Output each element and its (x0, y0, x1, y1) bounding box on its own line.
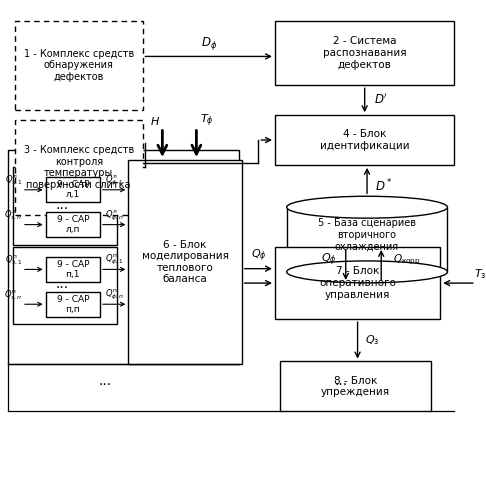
Text: $Q_{\text{з}}$: $Q_{\text{з}}$ (364, 333, 379, 347)
Text: 6 - Блок
моделирования
теплового
баланса: 6 - Блок моделирования теплового баланса (141, 240, 228, 284)
Text: $Q^{\text{л}}_{\text{з},п}$: $Q^{\text{л}}_{\text{з},п}$ (4, 209, 23, 222)
Text: 9 - САР
л,п: 9 - САР л,п (56, 215, 89, 235)
Bar (46, 212, 100, 237)
Text: $Q^{\text{п}}_{\phi,1}$: $Q^{\text{п}}_{\phi,1}$ (105, 253, 123, 267)
Text: ...: ... (334, 374, 347, 388)
Text: $T_{\text{з}}$: $T_{\text{з}}$ (474, 267, 486, 281)
Bar (46, 257, 100, 282)
Text: 9 - САР
л,1: 9 - САР л,1 (56, 180, 89, 200)
Bar (275, 247, 440, 319)
Text: 9 - САР
п,п: 9 - САР п,п (56, 294, 89, 314)
Text: $D_{\phi}$: $D_{\phi}$ (201, 35, 217, 52)
Text: $Q^{\text{п}}_{\text{з},1}$: $Q^{\text{п}}_{\text{з},1}$ (4, 254, 22, 267)
Text: 5 - База сценариев
вторичного
охлаждения: 5 - База сценариев вторичного охлаждения (318, 218, 416, 251)
Ellipse shape (287, 261, 448, 283)
Text: 7 - Блок
оперативного
управления: 7 - Блок оперативного управления (319, 266, 396, 300)
Bar (8, 150, 240, 364)
Text: 8 - Блок
упреждения: 8 - Блок упреждения (321, 376, 390, 397)
Bar (46, 292, 100, 317)
Text: $Q^{\text{л}}_{\text{з},1}$: $Q^{\text{л}}_{\text{з},1}$ (4, 174, 22, 188)
Text: $D^*$: $D^*$ (375, 178, 392, 194)
Text: $Q^{\text{п}}_{\phi,п}$: $Q^{\text{п}}_{\phi,п}$ (104, 288, 123, 302)
Bar (275, 20, 454, 85)
Text: 3 - Комплекс средств
контроля
температуры
поверхности слитка: 3 - Комплекс средств контроля температур… (23, 145, 134, 190)
Bar (46, 177, 100, 202)
Text: $Q_{\phi}$: $Q_{\phi}$ (250, 248, 266, 264)
Bar (15, 20, 142, 110)
Text: ...: ... (55, 198, 69, 212)
Text: ...: ... (98, 374, 111, 388)
Text: $D'$: $D'$ (374, 93, 388, 107)
Text: $Q^{\text{л}}_{\phi,п}$: $Q^{\text{л}}_{\phi,п}$ (104, 209, 123, 223)
Text: $H$: $H$ (150, 115, 160, 127)
Text: 9 - САР
п,1: 9 - САР п,1 (56, 259, 89, 279)
Bar (128, 160, 242, 364)
Bar (279, 361, 431, 411)
Text: $T_{\phi}$: $T_{\phi}$ (200, 113, 214, 129)
Text: 1 - Комплекс средств
обнаружения
дефектов: 1 - Комплекс средств обнаружения дефекто… (23, 49, 134, 82)
Text: $Q_{\phi}$: $Q_{\phi}$ (321, 251, 337, 267)
Ellipse shape (287, 196, 448, 218)
Text: $Q^{\text{п}}_{\text{з},п}$: $Q^{\text{п}}_{\text{з},п}$ (4, 288, 23, 302)
Bar (287, 207, 448, 272)
Bar (275, 115, 454, 165)
Bar (13, 167, 117, 245)
Text: $Q_{\text{корр}}$: $Q_{\text{корр}}$ (393, 252, 421, 266)
Bar (15, 120, 142, 215)
Text: $Q^{\text{л}}_{\phi,1}$: $Q^{\text{л}}_{\phi,1}$ (105, 174, 123, 188)
Bar (13, 247, 117, 324)
Text: 4 - Блок
идентификации: 4 - Блок идентификации (320, 129, 410, 151)
Text: 2 - Система
распознавания
дефектов: 2 - Система распознавания дефектов (323, 36, 406, 69)
Text: ...: ... (55, 277, 69, 291)
